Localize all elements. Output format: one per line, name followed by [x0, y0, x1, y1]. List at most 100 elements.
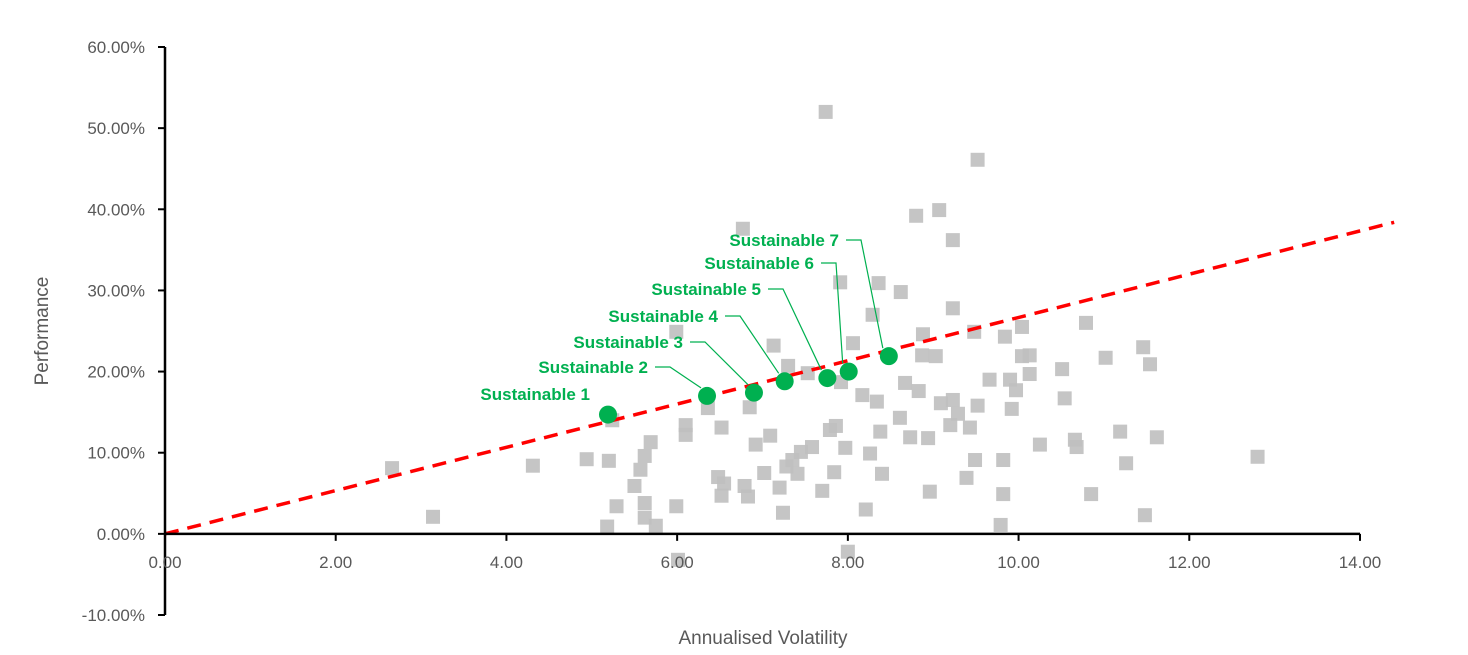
peer-point-marker: [700, 401, 715, 416]
peer-point-marker: [950, 406, 965, 421]
peer-point-marker: [648, 518, 663, 533]
sustainable-label: Sustainable 5: [651, 280, 761, 299]
peer-point-marker: [892, 410, 907, 425]
peer-point-marker: [922, 484, 937, 499]
y-tick-label: 0.00%: [97, 525, 145, 544]
peer-point-marker: [911, 384, 926, 399]
peer-point-marker: [871, 276, 886, 291]
sustainable-point-marker: [599, 405, 618, 424]
peer-point-marker: [1113, 424, 1128, 439]
x-tick-label: 4.00: [490, 553, 523, 572]
peer-point-marker: [968, 453, 983, 468]
peer-point-marker: [637, 448, 652, 463]
peer-point-marker: [915, 348, 930, 363]
peer-point-marker: [1098, 350, 1113, 365]
peer-point-marker: [805, 440, 820, 455]
leader-line: [821, 262, 844, 364]
sustainable-point-marker: [775, 372, 794, 391]
peer-point-marker: [637, 496, 652, 511]
peer-point-marker: [637, 510, 652, 525]
peer-point-marker: [1022, 367, 1037, 382]
peer-point-marker: [643, 435, 658, 450]
peer-point-marker: [1119, 456, 1134, 471]
peer-point-marker: [766, 338, 781, 353]
peer-point-marker: [426, 509, 441, 524]
sustainable-point-marker: [744, 383, 763, 402]
peer-point-marker: [845, 336, 860, 351]
peer-point-marker: [627, 478, 642, 493]
peer-point-marker: [898, 375, 913, 390]
sustainable-label: Sustainable 6: [704, 254, 814, 273]
peer-point-marker: [838, 440, 853, 455]
peer-point-marker: [1149, 430, 1164, 445]
sustainable-points: Sustainable 1 Sustainable 2 Sustainable 3 S…: [480, 231, 898, 424]
peer-point-marker: [945, 233, 960, 248]
peer-point-marker: [735, 221, 750, 236]
peer-point-marker: [1055, 362, 1070, 377]
peer-point-marker: [921, 431, 936, 446]
sustainable-label: Sustainable 1: [480, 385, 590, 404]
y-tick-label: -10.00%: [82, 606, 145, 625]
peer-point-marker: [1084, 487, 1099, 502]
peer-point-marker: [748, 437, 763, 452]
peer-point-marker: [818, 104, 833, 119]
peer-point-marker: [1250, 449, 1265, 464]
peer-point-marker: [869, 394, 884, 409]
peer-point-marker: [863, 446, 878, 461]
x-tick-label: 10.00: [997, 553, 1040, 572]
peer-point-marker: [993, 517, 1008, 532]
peer-point-marker: [763, 428, 778, 443]
peer-point-marker: [790, 466, 805, 481]
peer-point-marker: [609, 499, 624, 514]
peer-point-marker: [714, 420, 729, 435]
peer-point-marker: [633, 462, 648, 477]
peer-point-marker: [827, 465, 842, 480]
peer-point-marker: [996, 487, 1011, 502]
y-tick-label: 60.00%: [87, 38, 145, 57]
peer-point-marker: [943, 418, 958, 433]
peer-point-marker: [717, 476, 732, 491]
peer-point-marker: [903, 430, 918, 445]
peer-points: [385, 104, 1265, 567]
peer-point-marker: [915, 327, 930, 342]
y-tick-label: 10.00%: [87, 444, 145, 463]
peer-point-marker: [875, 466, 889, 481]
sustainable-label: Sustainable 7: [729, 231, 839, 250]
peer-point-marker: [1003, 372, 1018, 387]
peer-point-marker: [793, 444, 808, 459]
peer-point-marker: [970, 152, 985, 167]
peer-point-marker: [959, 470, 974, 485]
y-axis-title: Performance: [32, 277, 53, 386]
x-axis-title: Annualised Volatility: [679, 628, 848, 649]
peer-point-marker: [1079, 315, 1094, 330]
peer-point-marker: [982, 372, 997, 387]
leader-line: [690, 341, 749, 386]
peer-point-marker: [385, 461, 400, 476]
peer-point-marker: [670, 552, 685, 567]
peer-point-marker: [678, 427, 693, 442]
peer-point-marker: [1069, 440, 1084, 455]
leader-line: [655, 366, 702, 389]
axes: -10.00% 0.00% 10.00% 20.00% 30.00% 40.00% 50.0…: [82, 38, 1382, 625]
peer-point-marker: [932, 203, 947, 218]
peer-point-marker: [933, 396, 948, 411]
sustainable-point-marker: [879, 347, 898, 366]
peer-point-marker: [840, 544, 855, 559]
sustainable-label: Sustainable 2: [538, 358, 648, 377]
peer-point-marker: [742, 400, 757, 415]
sustainable-point-marker: [839, 362, 858, 381]
peer-point-marker: [579, 452, 594, 467]
sustainable-point-marker: [818, 369, 837, 388]
peer-point-marker: [1022, 348, 1037, 363]
peer-point-marker: [1014, 319, 1029, 334]
peer-point-marker: [945, 392, 960, 407]
peer-point-marker: [737, 478, 752, 493]
leader-line: [725, 315, 780, 374]
peer-point-marker: [600, 519, 615, 534]
peer-point-marker: [1136, 340, 1151, 355]
peer-point-marker: [928, 349, 943, 364]
peer-point-marker: [996, 453, 1011, 468]
peer-point-marker: [1004, 401, 1019, 416]
peer-point-marker: [815, 483, 830, 498]
